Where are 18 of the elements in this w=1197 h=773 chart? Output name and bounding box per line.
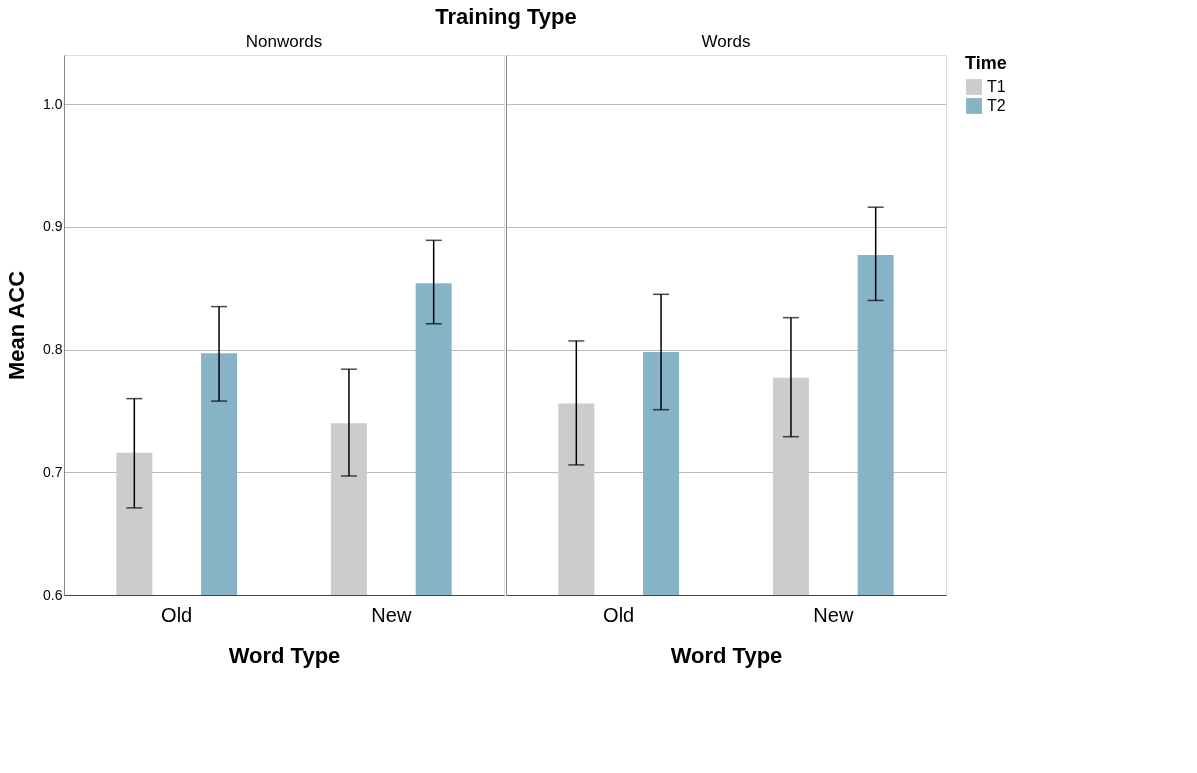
y-tick-label: 0.8 xyxy=(43,341,63,358)
x-tick-label: New xyxy=(813,603,854,626)
legend-title: Time xyxy=(965,53,1007,73)
x-axis-title: Word Type xyxy=(228,642,341,668)
x-tick-label: Old xyxy=(603,603,635,626)
y-tick-label: 0.9 xyxy=(43,218,63,235)
x-tick-label: New xyxy=(371,603,412,626)
y-tick-label: 1.0 xyxy=(43,95,63,112)
chart-title: Training Type xyxy=(435,3,577,29)
legend-label: T1 xyxy=(987,78,1006,95)
y-tick-label: 0.6 xyxy=(43,586,63,603)
x-tick-label: Old xyxy=(161,603,193,626)
legend-label: T2 xyxy=(987,97,1006,114)
y-axis-title: Mean ACC xyxy=(4,270,30,381)
chart-subtitle: Nonwords xyxy=(245,32,323,51)
y-tick-label: 0.7 xyxy=(43,463,63,480)
chart-subtitle: Words xyxy=(701,32,751,51)
x-axis-title: Word Type xyxy=(670,642,783,668)
